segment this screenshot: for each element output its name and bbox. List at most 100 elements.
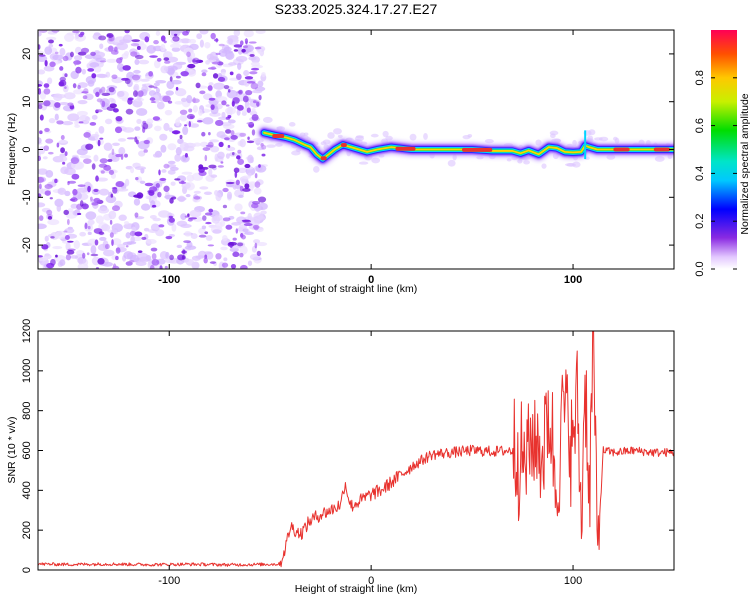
- noise-speckle: [223, 257, 228, 262]
- noise-speckle: [131, 39, 141, 43]
- noise-speckle: [46, 36, 57, 41]
- noise-speckle: [106, 58, 118, 63]
- noise-speckle: [48, 39, 54, 44]
- noise-speckle: [227, 89, 231, 93]
- noise-speckle: [59, 79, 67, 87]
- noise-speckle: [43, 88, 51, 95]
- noise-speckle: [93, 197, 101, 203]
- noise-speckle: [230, 134, 238, 140]
- noise-speckle: [227, 115, 232, 119]
- noise-speckle: [70, 203, 79, 209]
- noise-speckle: [229, 245, 233, 248]
- noise-speckle: [219, 219, 226, 227]
- ridge-halo-speckle: [587, 135, 593, 141]
- noise-speckle: [173, 33, 178, 37]
- spectrogram-ytick-label: 0: [21, 146, 33, 152]
- ridge-halo-speckle: [354, 135, 365, 142]
- noise-speckle: [149, 186, 158, 192]
- noise-speckle: [101, 224, 111, 232]
- noise-speckle: [234, 203, 243, 212]
- noise-speckle: [202, 117, 214, 125]
- noise-speckle: [163, 122, 170, 132]
- noise-speckle: [175, 86, 179, 91]
- noise-speckle: [254, 173, 258, 179]
- noise-speckle: [236, 104, 244, 111]
- noise-speckle: [45, 169, 54, 178]
- noise-speckle: [119, 56, 123, 61]
- noise-speckle: [98, 35, 107, 41]
- noise-speckle: [64, 234, 70, 241]
- noise-speckle: [233, 44, 243, 48]
- noise-speckle: [217, 151, 225, 160]
- noise-speckle: [62, 55, 69, 62]
- ridge-halo-speckle: [291, 150, 301, 156]
- ridge-halo-speckle: [313, 165, 320, 173]
- ridge-halo-speckle: [358, 161, 369, 165]
- noise-speckle: [129, 230, 137, 237]
- noise-speckle: [111, 239, 114, 246]
- noise-speckle: [218, 141, 224, 148]
- noise-speckle: [234, 171, 238, 178]
- ridge-halo-speckle: [654, 155, 665, 162]
- spectrogram-ytick-label: 10: [21, 96, 33, 108]
- noise-speckle: [66, 218, 70, 226]
- noise-speckle: [179, 142, 189, 152]
- noise-speckle: [215, 192, 222, 202]
- noise-speckle: [212, 229, 222, 234]
- noise-speckle: [171, 223, 177, 232]
- noise-speckle: [133, 85, 139, 91]
- spectrogram-xtick-label: 100: [564, 274, 582, 286]
- noise-speckle: [186, 94, 193, 104]
- noise-speckle: [52, 245, 63, 250]
- noise-speckle: [239, 138, 246, 148]
- noise-speckle: [72, 30, 80, 34]
- noise-speckle: [48, 118, 56, 124]
- noise-speckle: [85, 116, 91, 122]
- noise-speckle: [249, 53, 255, 57]
- noise-speckle: [44, 59, 48, 67]
- noise-speckle: [217, 165, 224, 168]
- noise-speckle: [228, 38, 234, 45]
- noise-speckle: [204, 231, 209, 235]
- noise-speckle: [77, 256, 87, 264]
- spectrogram-ytick-label: -20: [21, 237, 33, 253]
- noise-speckle: [221, 111, 226, 119]
- noise-speckle: [168, 127, 173, 133]
- noise-speckle: [135, 176, 139, 181]
- noise-speckle: [165, 90, 174, 96]
- noise-speckle: [158, 169, 161, 176]
- noise-speckle: [87, 231, 92, 235]
- noise-speckle: [251, 89, 263, 94]
- noise-speckle: [243, 79, 250, 87]
- noise-speckle: [155, 79, 167, 84]
- noise-speckle: [182, 126, 189, 136]
- noise-speckle: [221, 100, 227, 106]
- noise-speckle: [89, 122, 97, 126]
- ridge-peak-segment: [653, 147, 670, 152]
- noise-speckle: [59, 259, 66, 266]
- noise-speckle: [139, 256, 150, 263]
- noise-speckle: [198, 164, 204, 170]
- snr-ytick-label: 0: [21, 567, 33, 573]
- noise-speckle: [90, 134, 100, 138]
- noise-speckle: [142, 122, 149, 130]
- noise-speckle: [207, 141, 214, 148]
- noise-speckle: [93, 188, 99, 193]
- noise-speckle: [150, 100, 156, 103]
- noise-speckle: [65, 254, 71, 261]
- noise-speckle: [153, 59, 161, 69]
- noise-speckle: [148, 85, 155, 88]
- noise-speckle: [74, 120, 79, 126]
- noise-speckle: [89, 62, 100, 68]
- noise-speckle: [99, 158, 108, 164]
- noise-speckle: [258, 164, 261, 168]
- noise-speckle: [191, 57, 200, 65]
- noise-speckle: [100, 86, 106, 94]
- noise-speckle: [145, 239, 157, 245]
- noise-speckle: [213, 82, 225, 90]
- noise-speckle: [139, 180, 146, 185]
- noise-speckle: [188, 38, 197, 44]
- noise-speckle: [210, 104, 215, 111]
- noise-speckle: [134, 212, 139, 218]
